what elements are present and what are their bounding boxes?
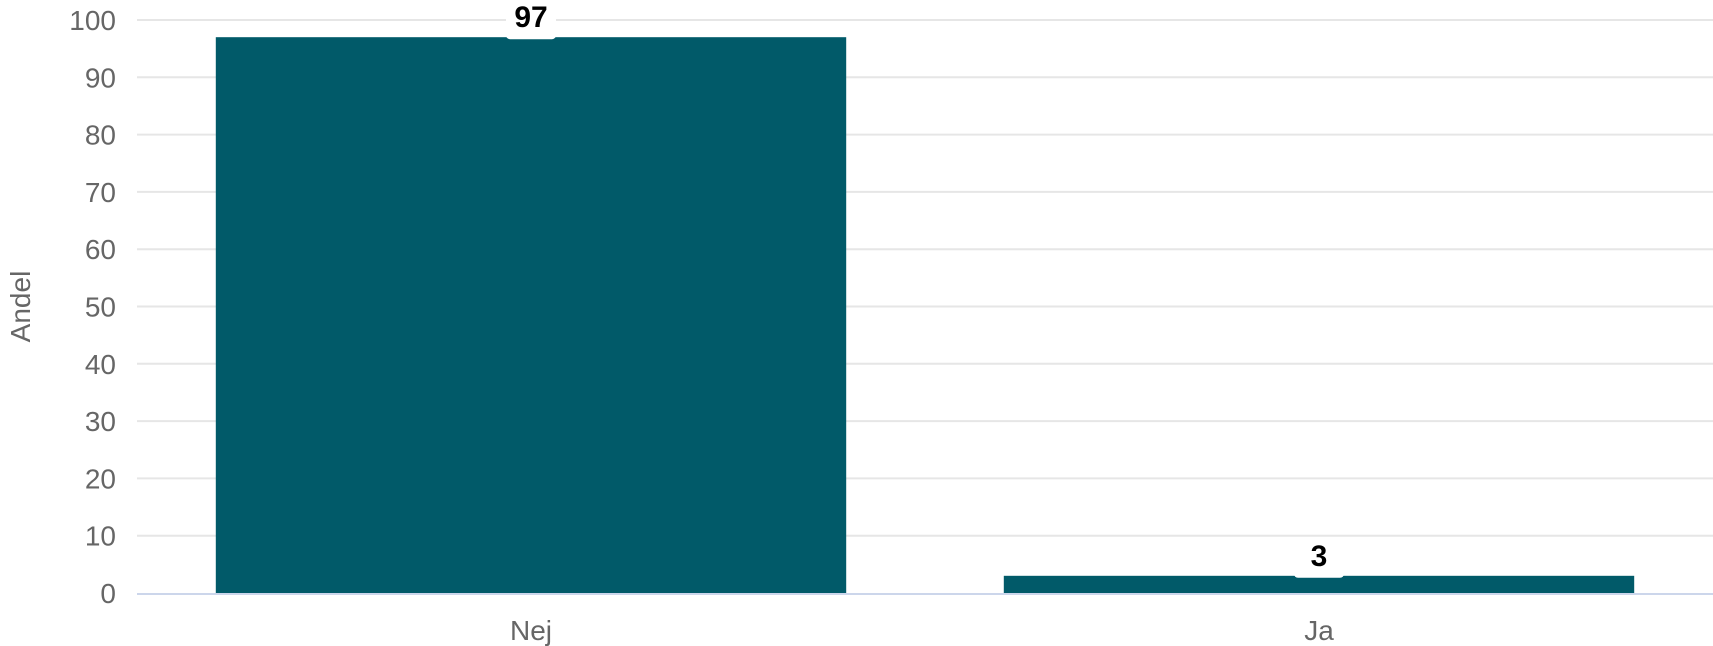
y-tick-label: 0 — [100, 578, 116, 609]
y-tick-label: 60 — [85, 234, 116, 265]
data-labels: 97 3 — [506, 1, 1344, 578]
x-tick-label: Ja — [1304, 615, 1334, 646]
y-tick-label: 90 — [85, 62, 116, 93]
y-tick-label: 100 — [69, 5, 116, 36]
y-axis-ticks: 0 10 20 30 40 50 60 70 80 90 100 — [69, 5, 116, 609]
bars — [215, 37, 1635, 593]
y-tick-label: 20 — [85, 463, 116, 494]
data-label: 97 — [514, 1, 547, 34]
bar-nej — [215, 37, 847, 593]
y-tick-label: 50 — [85, 292, 116, 323]
bar-ja — [1003, 575, 1635, 593]
data-label-background — [506, 1, 556, 40]
y-tick-label: 70 — [85, 177, 116, 208]
data-label-background — [1294, 539, 1344, 578]
y-axis-title: Andel — [5, 271, 36, 343]
x-tick-label: Nej — [510, 615, 552, 646]
y-tick-label: 30 — [85, 406, 116, 437]
y-tick-label: 80 — [85, 120, 116, 151]
y-tick-label: 40 — [85, 349, 116, 380]
y-tick-label: 10 — [85, 521, 116, 552]
data-label: 3 — [1311, 540, 1328, 573]
x-axis-ticks: Nej Ja — [510, 615, 1334, 646]
